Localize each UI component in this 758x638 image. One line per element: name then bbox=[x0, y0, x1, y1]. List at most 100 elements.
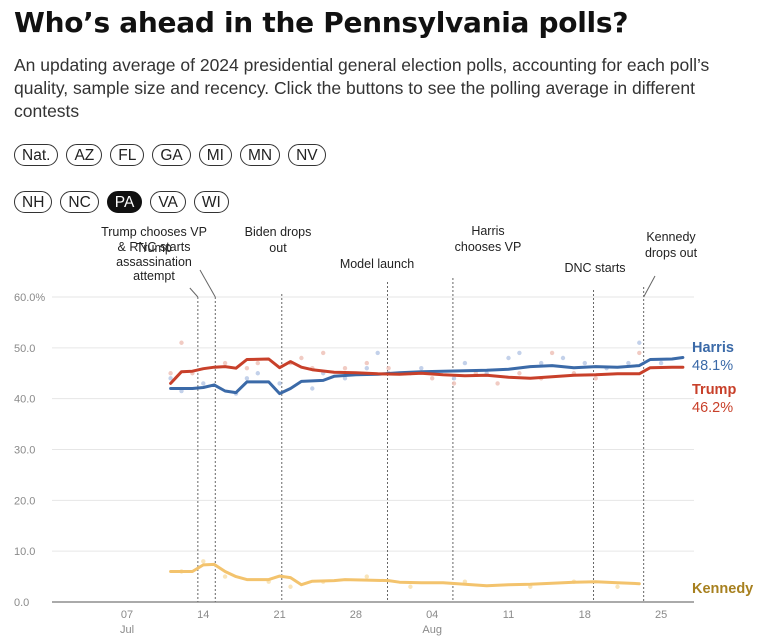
poll-dot bbox=[593, 376, 598, 381]
y-tick-label: 60.0% bbox=[14, 292, 45, 304]
x-tick-label: 07 bbox=[121, 609, 133, 621]
poll-dot bbox=[517, 371, 522, 376]
poll-dot bbox=[364, 360, 369, 366]
poll-dot bbox=[321, 350, 326, 356]
state-button-nh[interactable]: NH bbox=[14, 191, 53, 213]
x-tick-month-label: Aug bbox=[422, 624, 442, 636]
y-tick-label: 10.0 bbox=[14, 546, 35, 558]
poll-dot bbox=[277, 381, 282, 386]
poll-dot bbox=[637, 340, 642, 345]
state-buttons-row-1: Nat. AZ FL GA MI MN NV bbox=[14, 144, 326, 166]
poll-dot bbox=[451, 381, 457, 386]
state-button-fl[interactable]: FL bbox=[110, 144, 145, 166]
annotation-label: Trump chooses VP bbox=[101, 225, 207, 239]
annotation-label: chooses VP bbox=[455, 240, 522, 254]
poll-dot bbox=[615, 584, 620, 589]
poll-dot bbox=[495, 381, 500, 386]
poll-dot bbox=[364, 365, 369, 371]
poll-dot bbox=[310, 386, 315, 391]
poll-dot bbox=[342, 376, 348, 381]
annotation-label: assassination bbox=[116, 255, 192, 269]
poll-dot bbox=[506, 355, 511, 361]
poll-dot bbox=[364, 574, 369, 579]
poll-dot bbox=[222, 360, 228, 366]
poll-dot bbox=[582, 360, 587, 366]
annotation-label: Kennedy bbox=[646, 230, 696, 244]
end-label-value-harris: 48.1% bbox=[692, 358, 733, 374]
x-tick-label: 18 bbox=[579, 609, 591, 621]
annotation-label: Trump bbox=[136, 241, 172, 255]
poll-dot bbox=[386, 365, 391, 371]
poll-dot bbox=[222, 574, 228, 579]
state-buttons-row-2: NH NC PA VA WI bbox=[14, 191, 229, 213]
poll-dot bbox=[168, 376, 173, 381]
poll-dot bbox=[179, 340, 184, 345]
state-button-nat[interactable]: Nat. bbox=[14, 144, 59, 166]
poll-dot bbox=[658, 360, 664, 366]
state-button-mn[interactable]: MN bbox=[239, 144, 281, 166]
poll-dot bbox=[517, 350, 522, 356]
state-button-nc[interactable]: NC bbox=[60, 191, 99, 213]
poll-dot bbox=[299, 355, 304, 361]
state-button-pa[interactable]: PA bbox=[106, 191, 143, 213]
end-label-name-kennedy: Kennedy bbox=[692, 581, 753, 597]
annotation-label: drops out bbox=[645, 246, 698, 260]
annotation-label: Model launch bbox=[340, 257, 414, 271]
poll-dot bbox=[168, 371, 173, 376]
state-button-wi[interactable]: WI bbox=[193, 191, 229, 213]
x-tick-label: 25 bbox=[655, 609, 667, 621]
y-tick-label: 40.0 bbox=[14, 394, 35, 406]
poll-dot bbox=[560, 355, 566, 361]
poll-dot bbox=[430, 376, 435, 381]
annotation-connector bbox=[643, 275, 656, 298]
page-title: Who’s ahead in the Pennsylvania polls? bbox=[14, 6, 629, 39]
state-button-va[interactable]: VA bbox=[150, 191, 186, 213]
poll-dot bbox=[539, 360, 544, 366]
state-button-mi[interactable]: MI bbox=[198, 144, 232, 166]
state-button-ga[interactable]: GA bbox=[152, 144, 191, 166]
annotation-label: out bbox=[269, 241, 287, 255]
x-tick-label: 14 bbox=[197, 609, 209, 621]
x-tick-month-label: Jul bbox=[120, 624, 134, 636]
poll-dot bbox=[244, 365, 250, 371]
polling-average-chart: 0.0 10.0 20.0 30.0 40.0 50.0 60.0% 07 Jul 14 21 28 0… bbox=[14, 224, 753, 636]
poll-dot bbox=[626, 360, 631, 366]
poll-dot bbox=[375, 350, 380, 356]
x-tick-label: 11 bbox=[503, 609, 514, 621]
poll-dot bbox=[342, 365, 348, 371]
annotation-label: Harris bbox=[471, 224, 504, 238]
poll-dot bbox=[451, 376, 457, 381]
annotation-label: DNC starts bbox=[564, 261, 625, 275]
annotation-connector bbox=[189, 287, 199, 298]
x-tick-label: 21 bbox=[273, 609, 285, 621]
poll-dot bbox=[201, 381, 206, 386]
series-line-kennedy bbox=[169, 562, 641, 588]
page-subtitle: An updating average of 2024 presidential… bbox=[14, 55, 710, 121]
y-tick-label: 20.0 bbox=[14, 495, 35, 507]
poll-dot bbox=[244, 376, 250, 381]
poll-dot bbox=[419, 365, 424, 371]
poll-dot bbox=[637, 350, 642, 356]
y-tick-label: 30.0 bbox=[14, 445, 35, 457]
poll-dot bbox=[288, 584, 293, 589]
y-tick-label: 50.0 bbox=[14, 343, 35, 355]
annotation-label: & RNC starts bbox=[118, 240, 191, 254]
poll-dot bbox=[255, 360, 260, 366]
annotation-label: attempt bbox=[133, 269, 175, 283]
y-tick-label: 0.0 bbox=[14, 597, 29, 609]
poll-dot bbox=[462, 360, 468, 366]
annotation-connector bbox=[199, 269, 216, 298]
end-label-name-trump: Trump bbox=[692, 382, 736, 398]
poll-dot bbox=[201, 559, 206, 564]
series-line-trump bbox=[169, 357, 685, 385]
state-button-az[interactable]: AZ bbox=[66, 144, 103, 166]
end-label-value-trump: 46.2% bbox=[692, 400, 733, 416]
poll-dot bbox=[408, 584, 413, 589]
annotation-label: Biden drops bbox=[245, 225, 312, 239]
x-tick-label: 04 bbox=[426, 609, 438, 621]
poll-dot bbox=[255, 371, 260, 376]
end-label-name-harris: Harris bbox=[692, 340, 734, 356]
poll-dot bbox=[549, 350, 555, 356]
x-tick-label: 28 bbox=[350, 609, 362, 621]
state-button-nv[interactable]: NV bbox=[288, 144, 326, 166]
